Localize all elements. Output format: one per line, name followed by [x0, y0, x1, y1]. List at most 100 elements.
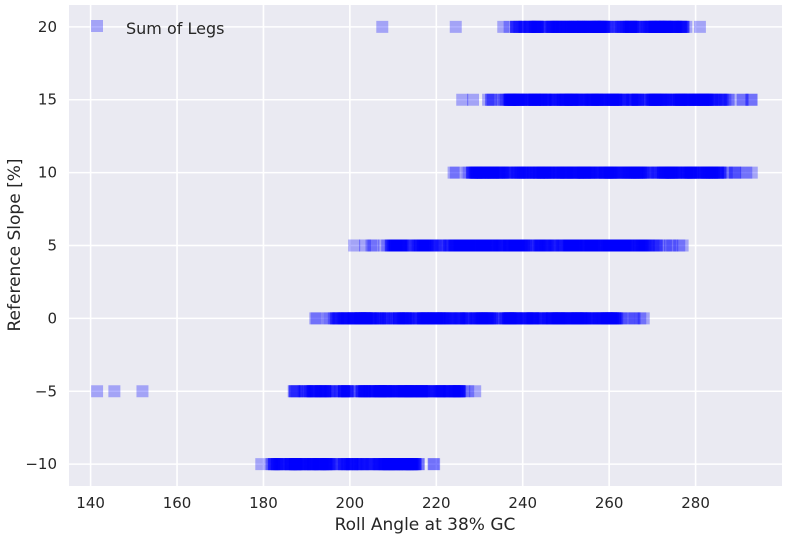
data-point	[499, 312, 512, 325]
data-point	[711, 166, 724, 179]
data-point	[701, 166, 714, 179]
data-point	[321, 458, 334, 471]
data-point	[375, 385, 388, 398]
data-point	[525, 312, 538, 325]
data-point	[410, 312, 423, 325]
data-point	[456, 312, 469, 325]
data-point	[413, 239, 426, 252]
data-point	[612, 239, 625, 252]
data-point	[433, 312, 446, 325]
data-point	[467, 93, 480, 106]
data-point	[608, 93, 621, 106]
data-point	[509, 93, 522, 106]
data-point	[592, 20, 605, 33]
data-point	[408, 385, 421, 398]
data-point	[484, 166, 497, 179]
data-point	[510, 166, 523, 179]
data-point	[620, 166, 633, 179]
data-point	[677, 93, 690, 106]
data-point	[619, 166, 632, 179]
data-point	[585, 93, 598, 106]
data-point	[373, 385, 386, 398]
data-point	[472, 312, 485, 325]
data-point	[396, 385, 409, 398]
data-point	[571, 166, 584, 179]
data-point	[299, 385, 312, 398]
data-point	[360, 312, 373, 325]
data-point	[352, 385, 365, 398]
data-point	[531, 20, 544, 33]
data-point	[661, 93, 674, 106]
data-point	[493, 239, 506, 252]
data-point	[587, 312, 600, 325]
data-point	[671, 93, 684, 106]
data-point	[647, 239, 660, 252]
data-point	[307, 458, 320, 471]
data-point	[472, 239, 485, 252]
data-point	[549, 239, 562, 252]
data-point	[503, 239, 516, 252]
data-point	[629, 20, 642, 33]
data-point	[537, 312, 550, 325]
data-point	[652, 20, 665, 33]
data-point	[393, 458, 406, 471]
data-point	[341, 385, 354, 398]
data-point	[464, 239, 477, 252]
data-point	[337, 385, 350, 398]
data-point	[495, 166, 508, 179]
data-point	[342, 312, 355, 325]
data-point	[363, 458, 376, 471]
data-point	[529, 20, 542, 33]
data-point	[358, 312, 371, 325]
data-point	[374, 385, 387, 398]
data-point	[430, 239, 443, 252]
data-point	[526, 166, 539, 179]
data-point	[396, 239, 409, 252]
data-point	[408, 458, 421, 471]
data-point	[680, 166, 693, 179]
data-point	[629, 93, 642, 106]
data-point	[397, 458, 410, 471]
data-point	[339, 312, 352, 325]
data-point	[556, 93, 569, 106]
data-point	[408, 385, 421, 398]
data-point	[378, 312, 391, 325]
data-point	[511, 166, 524, 179]
data-point	[410, 312, 423, 325]
data-point	[571, 166, 584, 179]
data-point	[364, 312, 377, 325]
data-point	[604, 93, 616, 106]
data-point	[628, 312, 641, 325]
data-point	[659, 93, 672, 106]
data-point	[615, 166, 628, 179]
data-point	[624, 20, 637, 33]
data-point	[600, 20, 613, 33]
data-point	[697, 93, 710, 106]
data-point	[288, 385, 301, 398]
data-point	[472, 239, 485, 252]
data-point	[390, 458, 403, 471]
data-point	[443, 239, 456, 252]
data-point	[454, 239, 467, 252]
data-point	[691, 166, 704, 179]
data-point	[570, 93, 583, 106]
data-point	[617, 93, 629, 106]
data-point	[646, 93, 659, 106]
data-point	[559, 166, 572, 179]
data-point	[528, 93, 541, 106]
data-point	[535, 93, 548, 106]
data-point	[396, 239, 409, 252]
data-point	[518, 93, 531, 106]
data-point	[487, 166, 500, 179]
data-point	[458, 385, 471, 398]
data-point	[377, 385, 390, 398]
data-point	[706, 166, 719, 179]
data-point	[532, 166, 545, 179]
data-point	[677, 93, 690, 106]
data-point	[420, 312, 433, 325]
data-point	[698, 166, 711, 179]
data-point	[647, 239, 660, 252]
data-point	[684, 166, 697, 179]
data-point	[533, 166, 545, 179]
